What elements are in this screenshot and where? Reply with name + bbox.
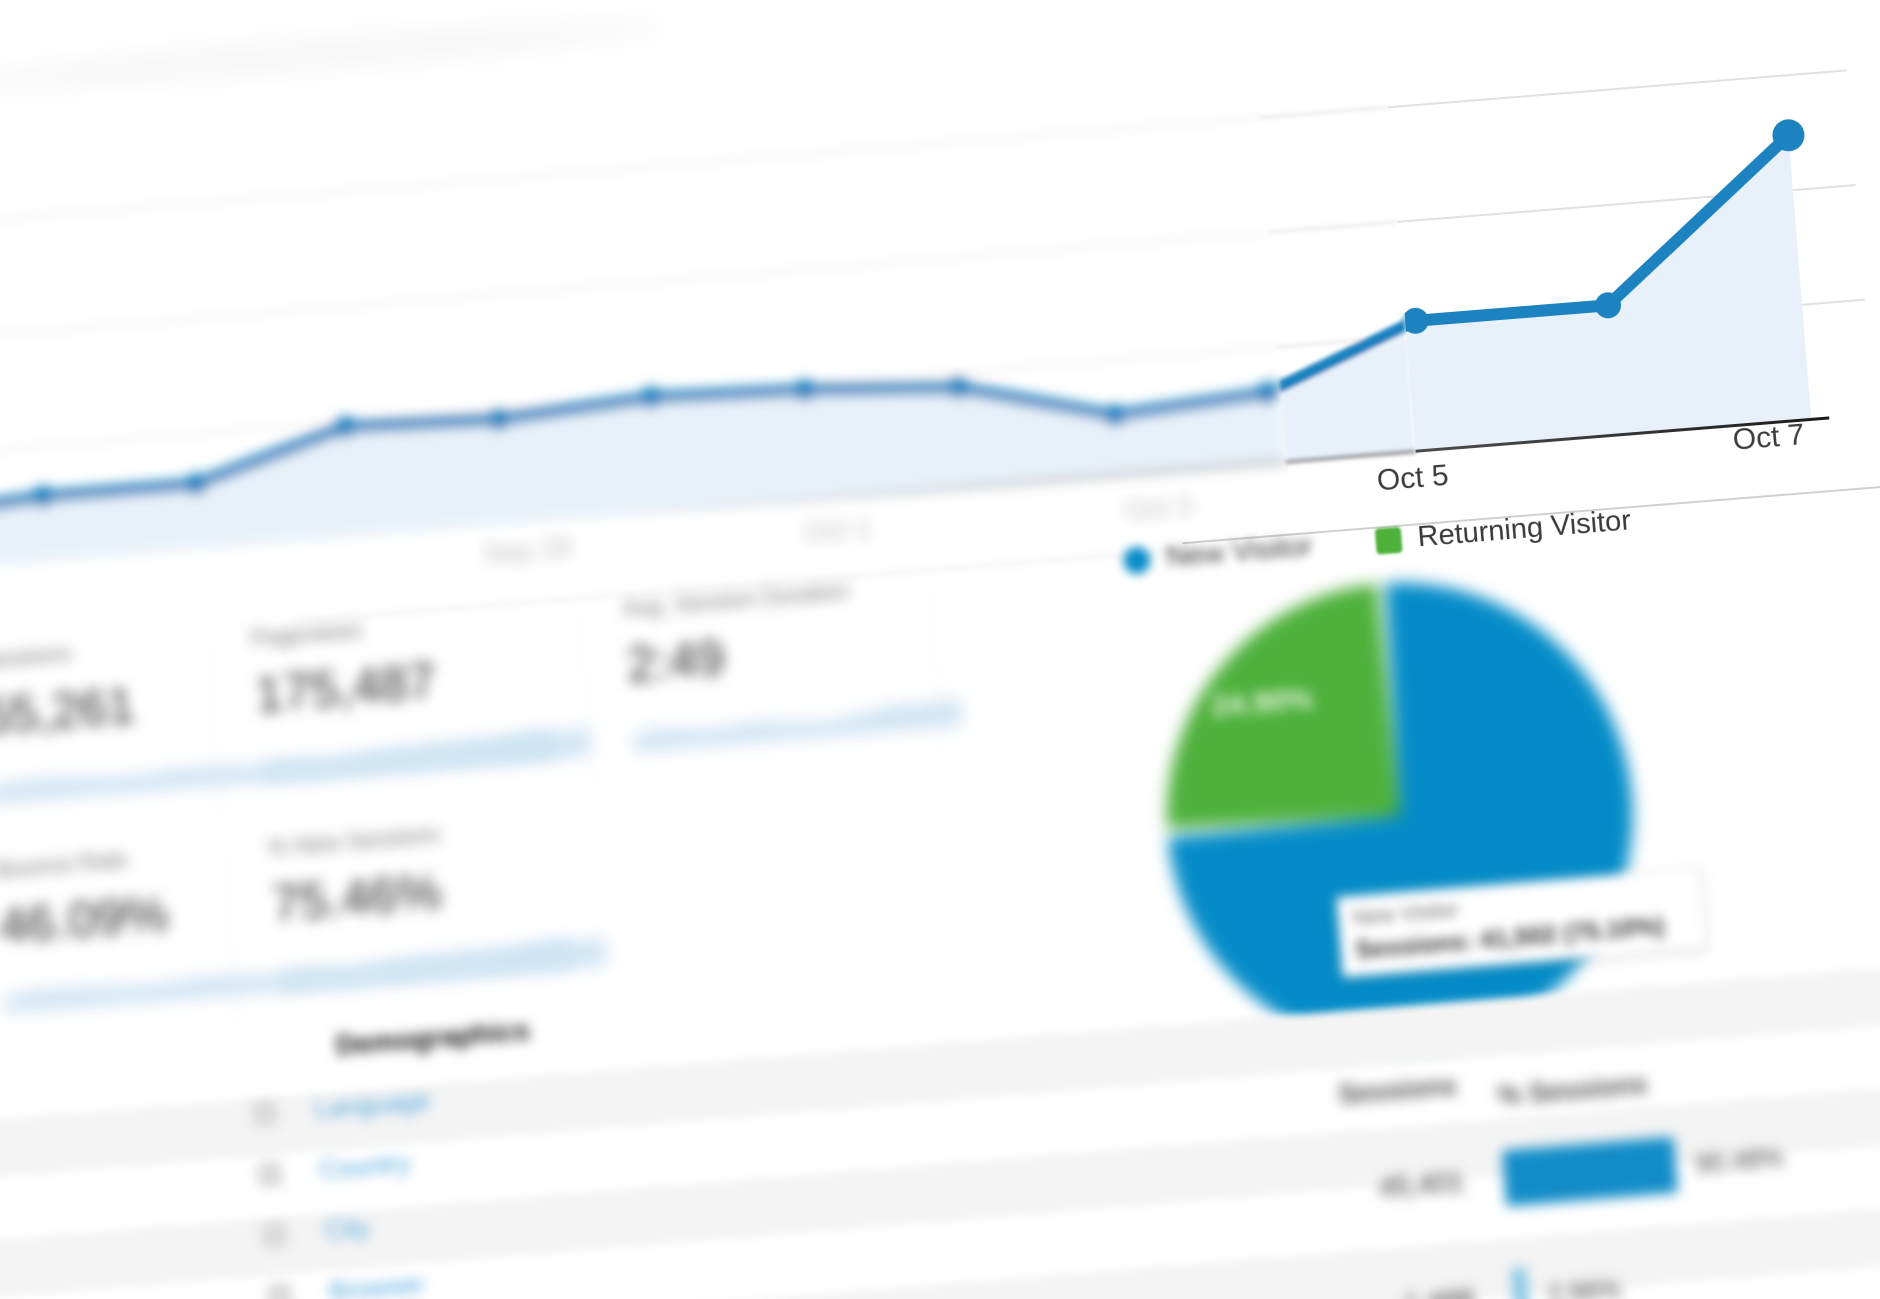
dimension-panel: Demographics Language Country City Browser (247, 1014, 551, 1299)
dimension-panel-items: Language Country City Browser (252, 1075, 551, 1299)
metric-card-value: 175,487 (253, 652, 438, 723)
dimension-item[interactable]: Language (252, 1075, 536, 1129)
table-cell-pct-sessions: 90.48% (1694, 1141, 1785, 1179)
metric-card-value: 46.09% (0, 884, 171, 954)
dimension-checkbox[interactable] (252, 1099, 278, 1126)
metric-sparkline (632, 697, 963, 752)
axis-tick-blurred: Sep 29 (481, 530, 573, 569)
metric-card-value: 55,261 (0, 676, 137, 745)
returning-visitor-swatch-icon (1374, 525, 1403, 554)
dimension-link[interactable]: Browser (328, 1267, 426, 1299)
axis-tick-blurred: Oct 3 (1124, 488, 1194, 526)
metric-card[interactable]: Avg. Session Duration 2:49 (578, 568, 963, 754)
metric-card[interactable]: Pageviews 175,487 (206, 598, 591, 784)
metric-card-value: 2:49 (624, 628, 727, 693)
metric-card-value: 75.46% (270, 862, 444, 932)
axis-tick-blurred: Oct 1 (802, 510, 873, 547)
metric-sparkline (261, 726, 591, 782)
metric-sparkline (277, 936, 608, 991)
dimension-link[interactable]: Country (318, 1146, 412, 1184)
dimension-link[interactable]: City (323, 1211, 371, 1245)
dimension-checkbox[interactable] (256, 1160, 283, 1187)
table-bar (1511, 1266, 1530, 1299)
table-cell-pct-sessions: 2.96% (1546, 1272, 1623, 1299)
dimension-checkbox[interactable] (261, 1221, 288, 1248)
dimension-link[interactable]: Language (313, 1083, 432, 1124)
dimension-checkbox[interactable] (266, 1282, 293, 1299)
dimension-item[interactable]: City (261, 1197, 546, 1251)
new-visitor-swatch-icon (1122, 545, 1152, 575)
dimension-item[interactable]: Country (256, 1136, 541, 1190)
metric-card[interactable]: % New Sessions 75.46% (223, 808, 608, 994)
